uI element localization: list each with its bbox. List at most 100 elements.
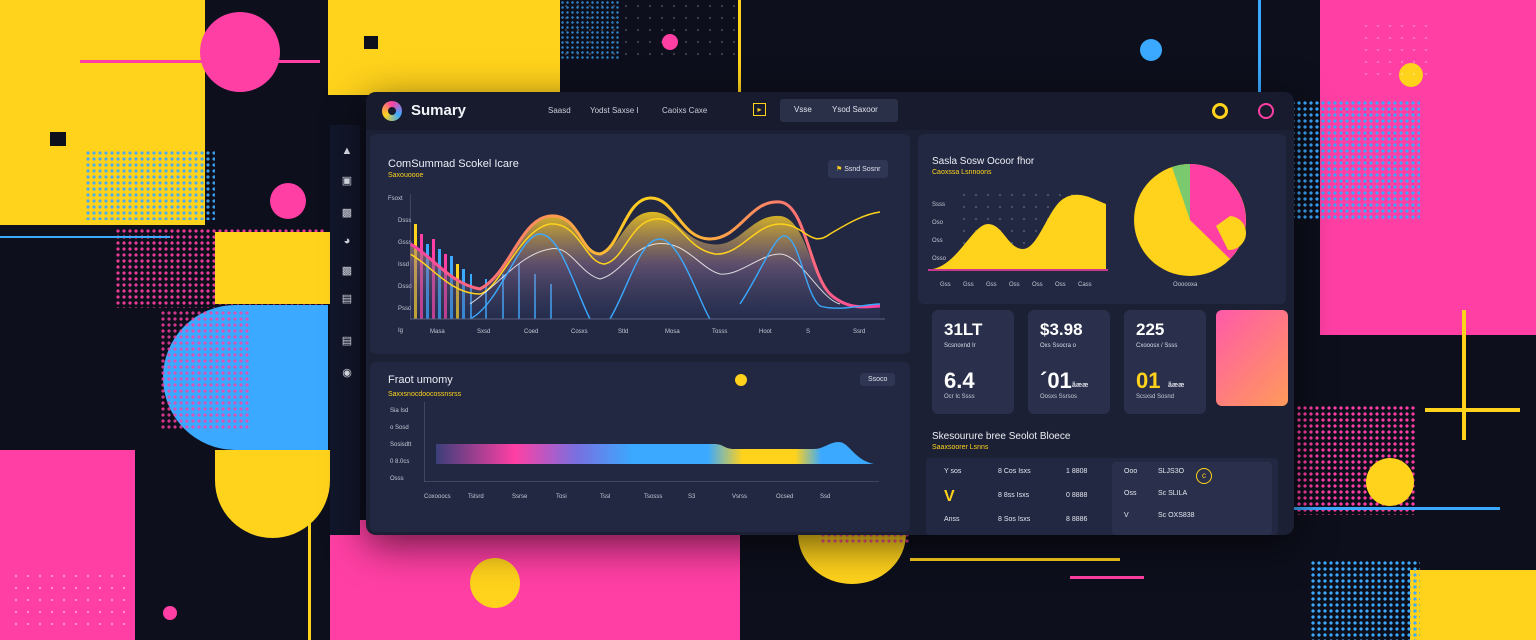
front-x-tick: Tosi <box>556 494 567 500</box>
main-x-tick: Mosa <box>665 329 680 335</box>
bg-yellow-line-right <box>1425 408 1520 412</box>
pie-x-tick: Gss <box>940 282 951 288</box>
main-x-tick: Cosxs <box>571 329 588 335</box>
main-x-tick: Hoot <box>759 329 772 335</box>
settings-icon[interactable]: ◉ <box>342 367 352 379</box>
main-chart-title: ComSummad Scokel Icare <box>388 158 519 170</box>
app-logo-icon <box>382 101 402 121</box>
pie-panel-title: Sasla Sosw Ocoor fhor <box>932 156 1035 167</box>
profile-icon[interactable] <box>1258 103 1274 119</box>
table-cell: V <box>1124 512 1129 519</box>
image-icon[interactable]: ▩ <box>341 207 353 219</box>
pie-chart <box>1134 164 1247 276</box>
front-x-tick: Coxooocs <box>424 494 451 500</box>
stat-value: $3.98 <box>1040 320 1083 339</box>
front-y-tick: Sosisdtt <box>390 442 412 448</box>
pie-panel: Sasla Sosw Ocoor fhor Caoxssa Lsnnoons S… <box>918 134 1286 304</box>
export-icon[interactable]: ▸ <box>753 103 766 116</box>
front-y-tick: 0 8.0cs <box>390 459 410 465</box>
front-x-tick: Tslsrd <box>468 494 484 500</box>
stat-label: Scsnoxnd Ir <box>944 343 976 349</box>
main-area-chart <box>410 194 885 320</box>
main-series-blue <box>469 233 881 320</box>
truck-icon[interactable]: ▩ <box>341 265 353 277</box>
table-cell: 1 8808 <box>1066 468 1088 475</box>
bg-pink-dot-top <box>662 34 678 50</box>
bg-black-small-square <box>364 36 378 49</box>
table-right-block <box>1112 462 1272 535</box>
bg-halftone-blue-left <box>85 150 215 220</box>
main-x-tick: Tosss <box>712 329 728 335</box>
nav-link-3[interactable]: Caoixs Caxe <box>662 106 708 115</box>
briefcase-icon[interactable]: ▤ <box>341 293 353 305</box>
bg-pink-block-bottom <box>330 520 740 640</box>
main-x-tick: Masa <box>430 329 445 335</box>
table-cell: 8 8886 <box>1066 516 1088 523</box>
table-subtitle: Saaxsoorer Lsnns <box>932 444 989 451</box>
bg-blue-line-left <box>0 236 170 238</box>
stat-label: Cxooosx / Ssss <box>1136 343 1178 349</box>
main-series-yellow <box>410 211 881 295</box>
table-cell: Sc SLILA <box>1158 490 1188 497</box>
home-icon[interactable]: ▲ <box>341 145 353 157</box>
nav-link-2[interactable]: Yodst Saxse I <box>590 106 639 115</box>
bg-pink-dot-bottom <box>163 606 177 620</box>
pie-x-tick: Oss <box>1032 282 1043 288</box>
stat-big-value: 6.4 <box>944 368 975 393</box>
main-y-tick: Ig <box>398 328 404 334</box>
table-panel: Skesourure bree Seolot Bloece Saaxsoorer… <box>918 418 1286 535</box>
bg-yellow-dot-right <box>1399 63 1423 87</box>
nav-link-1[interactable]: Saasd <box>548 106 571 115</box>
drop-icon[interactable]: ◕ <box>343 235 351 247</box>
pie-x-tick: Gss <box>963 282 974 288</box>
main-y-tick: Fsoxt <box>388 196 403 202</box>
table-row-badge[interactable]: c <box>1196 468 1212 484</box>
bg-halftone-blue-right <box>1290 100 1420 220</box>
bg-yellow-block-bottomright <box>1410 570 1536 640</box>
pie-slice-yellow-inner <box>1216 216 1247 251</box>
front-x-tick: Vsrss <box>732 494 747 500</box>
bg-blue-hline-right <box>1290 507 1500 510</box>
front-x-tick: Tsosss <box>644 494 663 500</box>
front-summary-button[interactable]: Ssoco <box>860 373 896 386</box>
notification-icon[interactable] <box>1212 103 1228 119</box>
stat-big-suffix: ãææ <box>1168 382 1185 389</box>
pie-y-tick: Oss <box>932 238 943 244</box>
pie-x-tick: Cass <box>1078 282 1092 288</box>
table-cell: V <box>944 488 955 505</box>
bg-black-square <box>50 132 66 146</box>
search-bar[interactable]: Vsse Ysod Saxoor <box>780 99 898 122</box>
bg-yellow-block-top <box>328 0 560 95</box>
main-y-tick: Dsss <box>398 218 412 224</box>
stat-value: 31LT <box>944 320 983 339</box>
main-series-white <box>469 242 841 305</box>
main-area-fill <box>410 211 880 319</box>
main-y-tick: Gsss <box>398 240 412 246</box>
document-icon[interactable]: ▤ <box>341 335 353 347</box>
bg-yellow-circle-bottom <box>470 558 520 608</box>
bg-yellow-hline-bottom <box>910 558 1120 561</box>
front-band <box>436 442 874 464</box>
pie-label: Oooooxa <box>1173 282 1198 288</box>
front-y-tick: Sia Isd <box>390 408 409 414</box>
calendar-icon[interactable]: ▣ <box>341 175 353 187</box>
bg-yellow-vline-left <box>308 450 311 640</box>
stat-foot: Oosxs Ssrsos <box>1040 394 1078 400</box>
status-dot <box>735 374 747 386</box>
main-chart-filter-button[interactable]: ⚑ Ssnd Sosnr <box>828 160 889 178</box>
main-x-tick: Stld <box>618 329 629 335</box>
bg-yellow-block-left <box>215 232 330 304</box>
bg-pink-block-bottomleft <box>0 450 135 640</box>
front-y-tick: o Sosd <box>390 425 409 431</box>
front-x-tick: S3 <box>688 494 696 500</box>
main-x-tick: S <box>806 329 811 335</box>
flag-icon: ⚑ <box>836 166 843 173</box>
main-x-tick: Coed <box>524 329 539 335</box>
stat-card: 31LT Scsnoxnd Ir 6.4 Ocr Ic Ssss <box>932 310 1014 414</box>
table-cell: Anss <box>944 516 960 523</box>
top-bar: Sumary Saasd Yodst Saxse I Caoixs Caxe ▸… <box>366 92 1294 130</box>
main-y-tick: Pssd <box>398 306 412 312</box>
table-cell: 0 8888 <box>1066 492 1088 499</box>
bg-blue-mesh-top <box>560 0 620 60</box>
